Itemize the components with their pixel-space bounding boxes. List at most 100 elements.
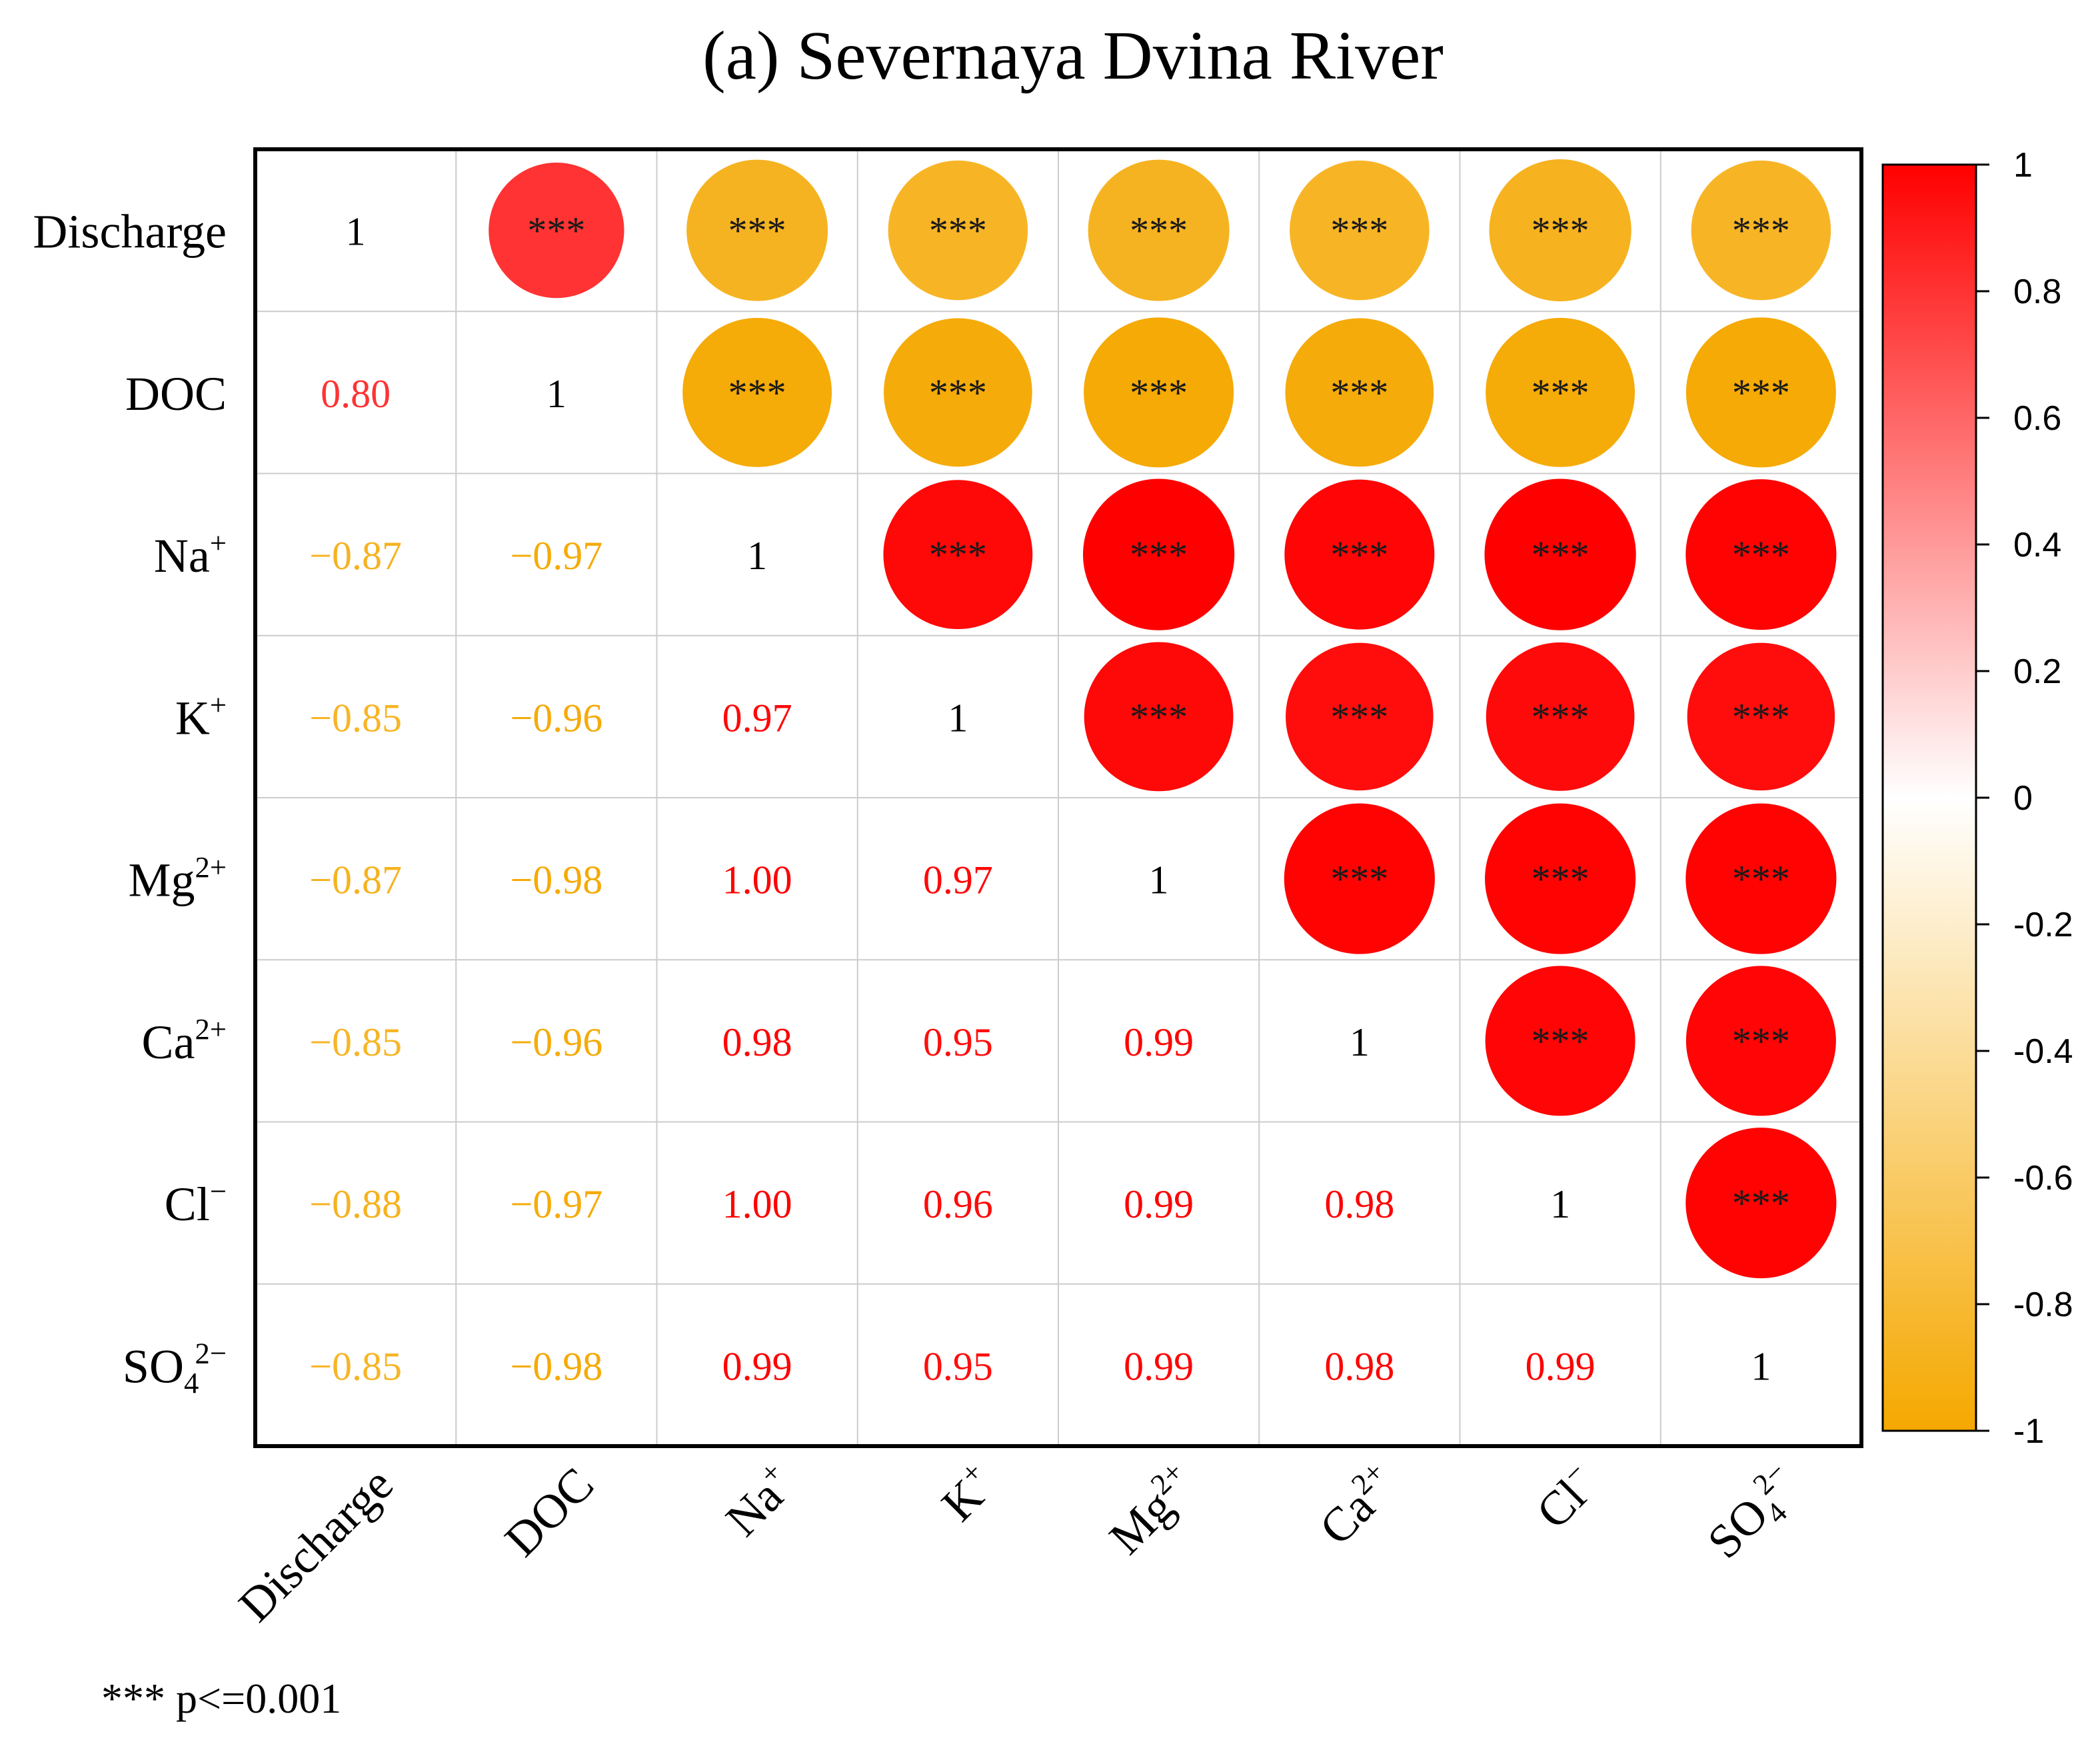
correlation-circle [1084, 317, 1234, 468]
row-label: Ca2+ [142, 1012, 227, 1069]
correlation-value: −0.97 [510, 1182, 602, 1226]
correlation-circle [1685, 966, 1836, 1116]
correlation-value: 1.00 [722, 858, 792, 902]
significance-marker: *** [929, 533, 987, 576]
significance-marker: *** [527, 209, 585, 253]
correlation-circle [1685, 317, 1836, 468]
correlation-value: −0.85 [309, 1020, 402, 1064]
diagonal-value: 1 [346, 210, 366, 254]
correlation-value: −0.96 [510, 696, 602, 740]
colorbar-tick-label: 0.4 [2013, 526, 2061, 564]
column-label: Na+ [713, 1455, 804, 1546]
correlation-circle [1284, 479, 1435, 630]
row-labels: Discharge DOC Na+ K+ Mg2+ Ca2+ Cl− SO42− [33, 205, 227, 1400]
diagonal-value: 1 [546, 372, 566, 416]
significance-marker: *** [1732, 695, 1790, 738]
significance-marker: *** [1130, 695, 1188, 738]
correlation-value: 0.95 [923, 1344, 993, 1388]
colorbar-tick-label: -0.2 [2013, 906, 2073, 944]
correlation-value: 0.95 [923, 1020, 993, 1064]
significance-marker: *** [1532, 371, 1589, 415]
colorbar-ticks: 1 0.8 0.6 0.4 0.2 0 -0.2 -0.4 -0.6 -0.8 -1 [1976, 146, 2073, 1451]
significance-marker: *** [1732, 371, 1790, 415]
column-label: Cl− [1524, 1455, 1608, 1539]
correlation-value: 0.98 [1324, 1182, 1394, 1226]
colorbar-tick-label: -0.8 [2013, 1286, 2073, 1324]
significance-marker: *** [1532, 695, 1589, 738]
diagonal-value: 1 [1550, 1182, 1570, 1226]
significance-marker: *** [1732, 209, 1790, 253]
colorbar-tick-label: 0.6 [2013, 399, 2061, 438]
significance-marker: *** [1532, 1020, 1589, 1063]
significance-marker: *** [1732, 1182, 1790, 1225]
significance-marker: *** [1532, 209, 1589, 253]
colorbar-tick-label: 0 [2013, 779, 2033, 818]
diagonal-value: 1 [1149, 858, 1169, 902]
row-label: DOC [125, 367, 227, 421]
column-label: Ca2+ [1307, 1455, 1407, 1555]
colorbar-tick-label: 0.2 [2013, 652, 2061, 691]
significance-marker: *** [1330, 533, 1388, 576]
significance-marker: *** [1532, 533, 1589, 576]
correlation-circle [1084, 642, 1234, 792]
correlation-circle [1290, 160, 1430, 301]
correlation-value: −0.85 [309, 696, 402, 740]
correlation-circle [884, 318, 1032, 467]
row-label: SO42− [123, 1337, 227, 1400]
significance-marker: *** [929, 371, 987, 415]
correlation-value: 0.98 [722, 1020, 792, 1064]
correlation-circle [883, 480, 1033, 630]
column-label: SO42− [1695, 1455, 1813, 1573]
significance-marker: *** [728, 371, 786, 415]
significance-marker: *** [1330, 695, 1388, 738]
chart-title: (a) Severnaya Dvina River [702, 17, 1444, 94]
significance-marker: *** [728, 209, 786, 253]
correlation-circle [682, 317, 832, 467]
diagonal-value: 1 [948, 696, 968, 740]
correlation-value: 0.80 [321, 372, 391, 416]
matrix-frame [253, 147, 1863, 1448]
correlation-value: −0.96 [510, 1020, 602, 1064]
correlation-value: −0.85 [309, 1344, 402, 1388]
row-label: Na+ [154, 526, 227, 582]
significance-marker: *** [1130, 371, 1188, 415]
significance-marker: *** [1330, 858, 1388, 901]
correlation-value: 1.00 [722, 1182, 792, 1226]
correlation-circle [686, 159, 828, 301]
column-label: K+ [929, 1455, 1006, 1531]
correlation-circle [888, 160, 1028, 301]
correlation-circle [1687, 642, 1835, 791]
diagonal-value: 1 [747, 534, 767, 578]
correlation-value: 0.97 [722, 696, 792, 740]
colorbar [1881, 163, 1977, 1432]
correlation-value: −0.88 [309, 1182, 402, 1226]
diagonal-value: 1 [1350, 1020, 1370, 1064]
correlation-circle [1485, 803, 1636, 954]
correlation-value: −0.98 [510, 858, 602, 902]
column-labels: Discharge DOC Na+ K+ Mg2+ Ca2+ Cl− SO42− [229, 1455, 1813, 1631]
correlation-circle [489, 162, 624, 299]
correlation-circle [1489, 159, 1631, 302]
correlation-circle [1485, 966, 1635, 1116]
significance-marker: *** [1130, 209, 1188, 253]
correlation-value: 0.99 [1124, 1182, 1194, 1226]
correlation-value: −0.98 [510, 1344, 602, 1388]
correlation-value: −0.87 [309, 858, 402, 902]
matrix-cells: 1 *** *** *** *** *** *** *** 0.80 1 *** *** *** *** *… [309, 159, 1837, 1388]
column-label: Mg2+ [1097, 1455, 1206, 1564]
correlation-circle [1484, 478, 1636, 630]
correlation-circle [1286, 642, 1434, 791]
row-label: Cl− [165, 1174, 227, 1231]
significance-marker: *** [1532, 858, 1589, 901]
correlation-value: 0.96 [923, 1182, 993, 1226]
correlation-value: 0.99 [722, 1344, 792, 1388]
correlation-value: 0.98 [1324, 1344, 1394, 1388]
correlation-circle [1088, 159, 1230, 301]
column-label: DOC [495, 1457, 604, 1567]
significance-note: *** p<=0.001 [101, 1675, 341, 1722]
significance-marker: *** [1330, 209, 1388, 253]
diagonal-value: 1 [1751, 1344, 1771, 1388]
significance-marker: *** [1732, 858, 1790, 901]
correlation-value: −0.87 [309, 534, 402, 578]
